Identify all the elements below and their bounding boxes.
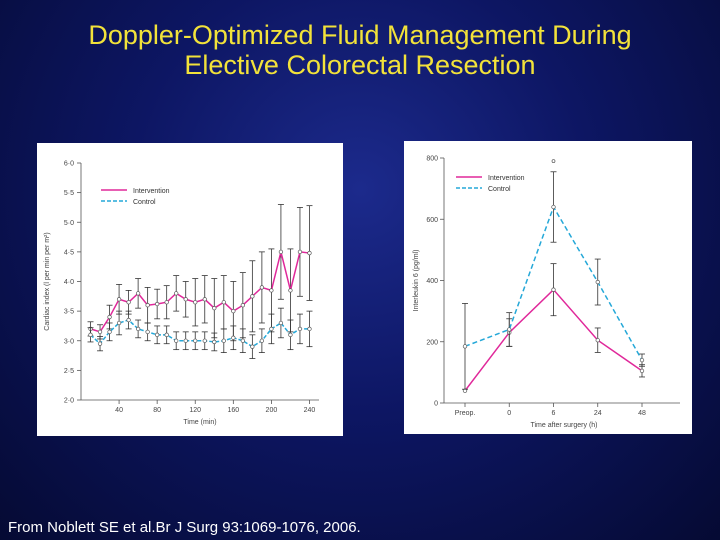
series-line-1 — [90, 319, 310, 348]
y-tick-label-7: 5·5 — [64, 190, 74, 197]
data-point-0-11 — [193, 300, 198, 305]
data-point-1-8 — [164, 332, 169, 337]
cardiac-index-chart-panel: 2·0 2·5 3·0 3·5 4·0 4·5 5·0 5·5 6·0 40 80 120 160 200… — [37, 143, 343, 436]
y-tick-label-3: 3·5 — [64, 309, 74, 316]
x-tick-label-0: Preop. — [455, 410, 476, 417]
y-tick-label-2: 400 — [426, 278, 438, 285]
y-tick-label-0: 0 — [434, 401, 438, 408]
x-tick-label-1: 80 — [153, 407, 161, 414]
x-tick-label-4: 48 — [638, 410, 646, 417]
data-point-1-2 — [551, 204, 556, 210]
data-point-0-18 — [259, 285, 265, 290]
data-point-1-14 — [221, 338, 226, 343]
data-point-1-7 — [155, 332, 160, 337]
cardiac-index-chart: 2·0 2·5 3·0 3·5 4·0 4·5 5·0 5·5 6·0 40 80 120 160 200… — [44, 161, 319, 426]
data-point-1-17 — [250, 344, 255, 349]
y-axis-label: Interleukin 6 (pg/ml) — [413, 250, 420, 312]
interleukin-chart: 0 200 400 600 800 Preop. 0 6 24 48 Time after surg… — [413, 156, 680, 429]
data-point-1-6 — [145, 329, 150, 335]
x-tick-label-4: 200 — [266, 407, 278, 414]
series-line-0 — [90, 251, 310, 333]
data-point-1-16 — [240, 338, 245, 343]
legend-label-1: Control — [133, 199, 156, 206]
data-point-1-3 — [116, 320, 122, 326]
data-point-0-12 — [202, 297, 207, 302]
data-point-1-13 — [212, 339, 217, 345]
data-point-1-10 — [183, 338, 188, 343]
data-point-0-19 — [269, 288, 274, 293]
x-tick-label-3: 160 — [227, 407, 239, 414]
data-point-0-7 — [155, 301, 160, 307]
data-point-0-6 — [145, 303, 150, 308]
x-tick-label-0: 40 — [115, 407, 123, 414]
data-point-1-2 — [107, 329, 112, 335]
citation: From Noblett SE et al.Br J Surg 93:1069-… — [8, 519, 361, 536]
data-point-0-13 — [212, 306, 217, 311]
data-point-1-4 — [639, 357, 645, 363]
data-point-1-21 — [288, 332, 293, 337]
x-axis-label: Time (min) — [183, 419, 216, 426]
legend-label-0: Intervention — [488, 175, 525, 182]
data-point-0-3 — [116, 297, 122, 302]
x-tick-label-5: 240 — [304, 407, 316, 414]
data-point-1-5 — [135, 326, 141, 332]
x-tick-label-1: 0 — [507, 410, 511, 417]
data-point-1-23 — [307, 326, 312, 332]
legend-label-0: Intervention — [133, 188, 170, 195]
data-point-1-1 — [97, 341, 103, 346]
data-point-1-12 — [202, 338, 207, 343]
x-tick-label-2: 120 — [189, 407, 201, 414]
slide-title: Doppler-Optimized Fluid Management Durin… — [0, 20, 720, 80]
data-point-0-5 — [135, 291, 141, 296]
y-tick-label-6: 5·0 — [64, 220, 74, 227]
y-tick-label-0: 2·0 — [64, 398, 74, 405]
data-point-1-11 — [193, 338, 198, 343]
data-point-0-4 — [126, 300, 131, 305]
data-point-1-1 — [507, 327, 512, 332]
data-point-0-20 — [278, 249, 284, 255]
data-point-0-2 — [107, 314, 112, 320]
data-point-0-2 — [551, 287, 556, 292]
data-point-0-8 — [164, 300, 169, 305]
data-point-1-18 — [259, 338, 265, 343]
data-point-1-22 — [297, 326, 303, 332]
data-point-0-10 — [183, 297, 188, 302]
outlier-point — [551, 159, 556, 163]
y-tick-label-5: 4·5 — [64, 249, 74, 256]
data-point-1-3 — [595, 279, 600, 285]
x-axis-label: Time after surgery (h) — [530, 422, 597, 429]
data-point-0-16 — [240, 303, 245, 308]
data-point-0-22 — [297, 249, 303, 255]
data-point-0-14 — [221, 300, 226, 305]
slide-title-line-1: Doppler-Optimized Fluid Management Durin… — [88, 20, 632, 50]
y-tick-label-4: 800 — [426, 156, 438, 163]
data-point-0-21 — [288, 288, 293, 293]
data-point-0-15 — [231, 308, 236, 314]
data-point-0-4 — [639, 368, 645, 373]
data-point-1-0 — [462, 344, 468, 349]
y-tick-label-1: 200 — [426, 339, 438, 346]
data-point-0-23 — [307, 250, 312, 256]
data-point-0-9 — [174, 291, 179, 296]
legend-label-1: Control — [488, 186, 511, 193]
x-tick-label-3: 24 — [594, 410, 602, 417]
y-tick-label-2: 3·0 — [64, 338, 74, 345]
data-point-1-9 — [174, 338, 179, 343]
y-tick-label-8: 6·0 — [64, 161, 74, 168]
slide-title-line-2: Elective Colorectal Resection — [184, 50, 536, 80]
data-point-1-19 — [269, 326, 274, 332]
data-point-1-4 — [126, 317, 131, 323]
x-tick-label-2: 6 — [552, 410, 556, 417]
data-point-1-0 — [88, 332, 93, 337]
y-tick-label-4: 4·0 — [64, 279, 74, 286]
y-tick-label-1: 2·5 — [64, 368, 74, 375]
data-point-1-20 — [278, 320, 284, 326]
data-point-0-3 — [595, 338, 600, 343]
data-point-1-15 — [231, 335, 236, 340]
y-tick-label-3: 600 — [426, 217, 438, 224]
data-point-0-1 — [97, 329, 103, 335]
interleukin-chart-panel: 0 200 400 600 800 Preop. 0 6 24 48 Time after surg… — [404, 141, 692, 434]
data-point-0-17 — [250, 294, 255, 299]
y-axis-label: Cardiac index (l per min per m²) — [44, 232, 51, 330]
